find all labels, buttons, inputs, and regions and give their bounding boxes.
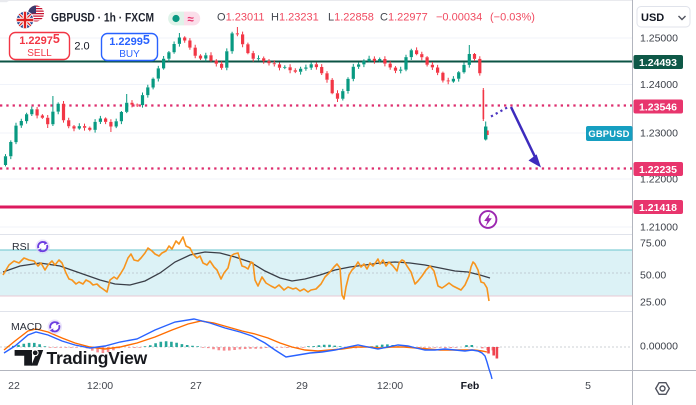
svg-text:50.00: 50.00: [640, 270, 666, 282]
svg-text:1.22000: 1.22000: [640, 174, 678, 186]
svg-text:MACD: MACD: [11, 321, 42, 333]
svg-text:75.00: 75.00: [640, 238, 666, 250]
svg-text:1.22995: 1.22995: [109, 33, 150, 48]
svg-text:1.22235: 1.22235: [639, 164, 677, 176]
svg-text:TradingView: TradingView: [47, 348, 148, 368]
svg-text:1.25000: 1.25000: [640, 33, 678, 45]
svg-text:1.23000: 1.23000: [640, 128, 678, 140]
svg-text:GBPUSD: GBPUSD: [588, 128, 629, 139]
svg-text:25.00: 25.00: [640, 297, 666, 309]
svg-text:22: 22: [8, 380, 20, 392]
svg-text:RSI: RSI: [12, 241, 30, 253]
svg-text:1.23546: 1.23546: [639, 101, 677, 113]
svg-text:SELL: SELL: [27, 48, 52, 59]
svg-text:0.00000: 0.00000: [640, 341, 678, 353]
svg-text:BUY: BUY: [119, 49, 140, 60]
svg-text:1.21000: 1.21000: [640, 222, 678, 234]
svg-text:O1.23011: O1.23011: [217, 12, 265, 24]
svg-text:C1.22977: C1.22977: [380, 12, 428, 24]
svg-text:5: 5: [585, 380, 591, 392]
svg-text:1.24493: 1.24493: [639, 57, 677, 69]
svg-text:(−0.03%): (−0.03%): [490, 12, 535, 24]
svg-text:12:00: 12:00: [377, 380, 403, 392]
svg-text:2.0: 2.0: [74, 41, 89, 53]
svg-text:1.21418: 1.21418: [639, 202, 677, 214]
svg-text:1.22975: 1.22975: [19, 32, 60, 47]
svg-text:Feb: Feb: [461, 380, 480, 392]
svg-text:1.24000: 1.24000: [640, 79, 678, 91]
svg-text:USD: USD: [641, 12, 664, 24]
svg-text:L1.22858: L1.22858: [328, 12, 374, 24]
svg-text:−0.00034: −0.00034: [436, 12, 482, 24]
svg-text:12:00: 12:00: [87, 380, 113, 392]
svg-text:GBPUSD · 1h · FXCM: GBPUSD · 1h · FXCM: [51, 11, 154, 25]
svg-text:H1.23231: H1.23231: [271, 12, 319, 24]
svg-text:29: 29: [296, 380, 308, 392]
svg-text:27: 27: [190, 380, 202, 392]
svg-text:≈: ≈: [188, 14, 195, 26]
